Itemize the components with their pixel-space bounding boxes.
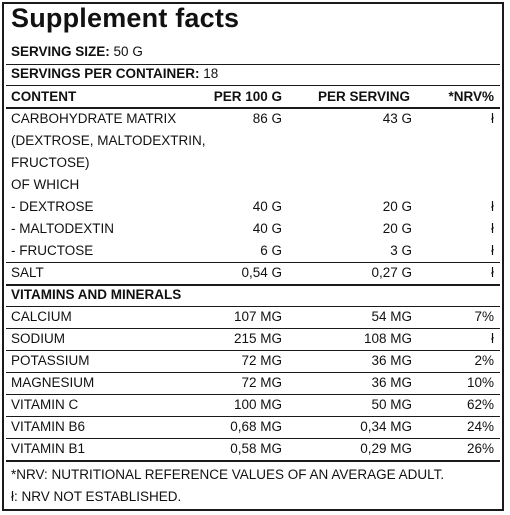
row-perserving: 108 MG (363, 331, 412, 346)
header-nrv: *NRV% (448, 89, 494, 104)
table-row-carb-desc: (DEXTROSE, MALTODEXTRIN, (4, 130, 502, 152)
carb-nrv: ł (491, 111, 494, 126)
supplement-facts-panel: Supplement facts SERVING SIZE: 50 G SERV… (2, 2, 504, 511)
header-content: CONTENT (11, 89, 77, 104)
row-nrv: 2% (474, 353, 494, 368)
row-nrv: 24% (466, 419, 494, 434)
header-per100: PER 100 G (213, 89, 282, 104)
row-divider (6, 350, 500, 351)
row-name: VITAMIN B6 (11, 419, 86, 434)
divider (6, 64, 500, 65)
table-row-maltodextin: - MALTODEXTIN 40 G 20 G ł (4, 218, 502, 240)
row-name: VITAMIN C (11, 397, 79, 412)
row-nrv: ł (491, 243, 494, 258)
row-perserving: 54 MG (371, 309, 412, 324)
header-perserving: PER SERVING (317, 89, 410, 104)
row-perserving: 36 MG (371, 375, 412, 390)
row-perserving: 3 G (390, 243, 412, 258)
carb-per100: 86 G (252, 111, 282, 126)
row-name: - DEXTROSE (11, 199, 94, 214)
row-nrv: 26% (466, 441, 494, 456)
table-row-dextrose: - DEXTROSE 40 G 20 G ł (4, 196, 502, 218)
table-row-vitamin-b1: VITAMIN B1 0,58 MG 0,29 MG 26% (4, 438, 502, 460)
row-per100: 40 G (252, 221, 282, 236)
header-bottom-rule (6, 107, 500, 109)
footnote-not-established: ł: NRV NOT ESTABLISHED. (11, 489, 182, 504)
row-divider (6, 262, 500, 263)
row-name: POTASSIUM (11, 353, 90, 368)
header-top-rule (6, 85, 500, 86)
servings-value: 18 (203, 66, 219, 81)
row-per100: 0,68 MG (230, 419, 282, 434)
table-row-fructose: - FRUCTOSE 6 G 3 G ł (4, 240, 502, 262)
carb-line2: (DEXTROSE, MALTODEXTRIN, (11, 133, 206, 148)
vitamins-heading-row: VITAMINS AND MINERALS (4, 284, 502, 306)
row-per100: 0,58 MG (230, 441, 282, 456)
row-nrv: ł (491, 331, 494, 346)
table-row-vitamin-b6: VITAMIN B6 0,68 MG 0,34 MG 24% (4, 416, 502, 438)
serving-size: SERVING SIZE: 50 G (11, 44, 143, 59)
row-name: - FRUCTOSE (11, 243, 94, 258)
row-per100: 72 MG (241, 375, 282, 390)
row-divider (6, 394, 500, 395)
vitamins-heading: VITAMINS AND MINERALS (11, 287, 182, 302)
row-nrv: 7% (474, 309, 494, 324)
serving-size-value: 50 G (113, 44, 143, 59)
row-nrv: 62% (466, 397, 494, 412)
servings-per-container: SERVINGS PER CONTAINER: 18 (11, 66, 218, 81)
table-row-magnesium: MAGNESIUM 72 MG 36 MG 10% (4, 372, 502, 394)
row-perserving: 0,34 MG (360, 419, 412, 434)
panel-title: Supplement facts (11, 3, 240, 33)
row-name: SODIUM (11, 331, 65, 346)
section-divider (6, 284, 500, 286)
table-header: CONTENT PER 100 G PER SERVING *NRV% (4, 86, 502, 108)
table-row-sodium: SODIUM 215 MG 108 MG ł (4, 328, 502, 350)
row-per100: 40 G (252, 199, 282, 214)
carb-line1: CARBOHYDRATE MATRIX (11, 111, 177, 126)
servings-label: SERVINGS PER CONTAINER: (11, 66, 200, 81)
row-divider (6, 328, 500, 329)
footnote-divider (6, 460, 500, 462)
row-per100: 0,54 G (241, 265, 282, 280)
row-divider (6, 306, 500, 307)
table-row-potassium: POTASSIUM 72 MG 36 MG 2% (4, 350, 502, 372)
row-perserving: 0,27 G (371, 265, 412, 280)
table-row-carbohydrate: CARBOHYDRATE MATRIX 86 G 43 G ł (4, 108, 502, 130)
table-row-salt: SALT 0,54 G 0,27 G ł (4, 262, 502, 284)
row-per100: 72 MG (241, 353, 282, 368)
row-per100: 215 MG (233, 331, 282, 346)
carb-perserving: 43 G (382, 111, 412, 126)
table-row-carb-desc: FRUCTOSE) (4, 152, 502, 174)
row-nrv: ł (491, 265, 494, 280)
row-perserving: 50 MG (371, 397, 412, 412)
row-name: CALCIUM (11, 309, 72, 324)
table-row-calcium: CALCIUM 107 MG 54 MG 7% (4, 306, 502, 328)
row-perserving: 36 MG (371, 353, 412, 368)
row-perserving: 0,29 MG (360, 441, 412, 456)
row-per100: 107 MG (233, 309, 282, 324)
row-nrv: 10% (466, 375, 494, 390)
row-nrv: ł (491, 199, 494, 214)
footnote-nrv: *NRV: NUTRITIONAL REFERENCE VALUES OF AN… (11, 467, 445, 482)
row-name: MAGNESIUM (11, 375, 95, 390)
table-row-vitamin-c: VITAMIN C 100 MG 50 MG 62% (4, 394, 502, 416)
carb-line4: OF WHICH (11, 177, 80, 192)
row-perserving: 20 G (382, 199, 412, 214)
row-name: SALT (11, 265, 44, 280)
row-perserving: 20 G (382, 221, 412, 236)
carb-line3: FRUCTOSE) (11, 155, 90, 170)
row-per100: 100 MG (233, 397, 282, 412)
row-name: VITAMIN B1 (11, 441, 86, 456)
table-row-carb-desc: OF WHICH (4, 174, 502, 196)
serving-size-label: SERVING SIZE: (11, 44, 110, 59)
row-name: - MALTODEXTIN (11, 221, 115, 236)
row-nrv: ł (491, 221, 494, 236)
row-divider (6, 438, 500, 439)
row-divider (6, 416, 500, 417)
row-per100: 6 G (260, 243, 282, 258)
row-divider (6, 372, 500, 373)
